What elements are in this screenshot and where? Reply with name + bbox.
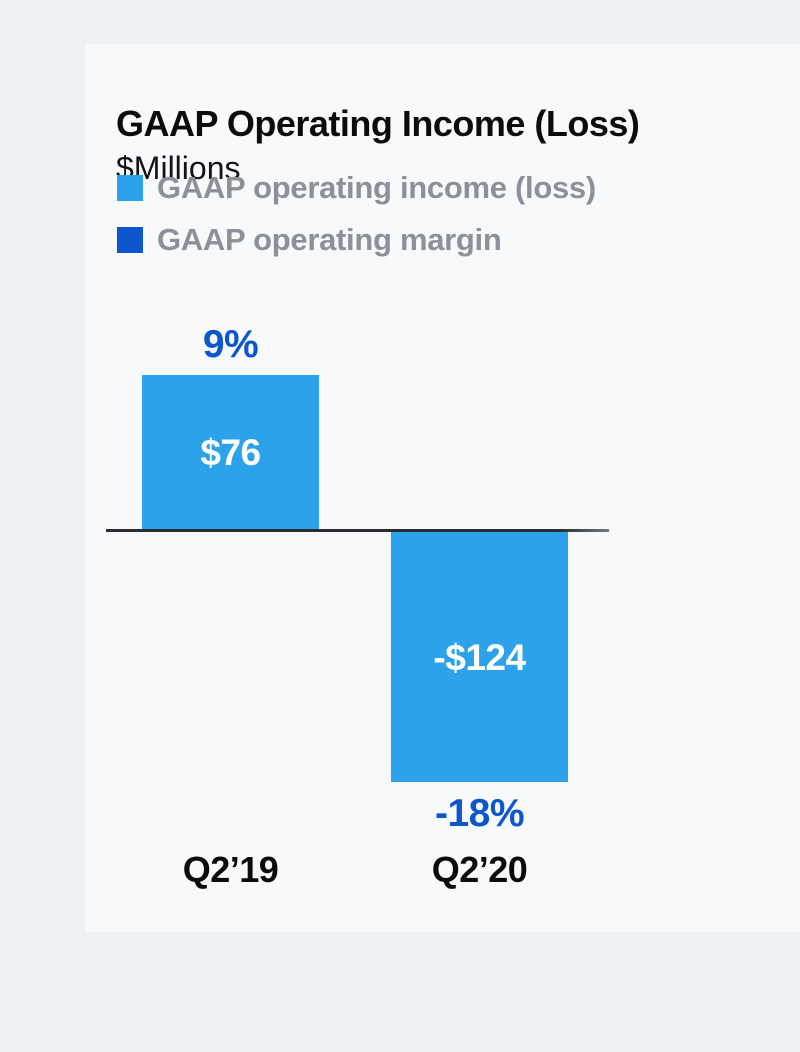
legend: GAAP operating income (loss) GAAP operat… bbox=[117, 172, 596, 276]
legend-label-margin: GAAP operating margin bbox=[157, 222, 502, 257]
category-label-q2-19: Q2’19 bbox=[182, 849, 279, 890]
bar-chart: $76 -$124 9% -18% Q2’19 Q2’20 bbox=[86, 44, 800, 932]
margin-label-q2-19: 9% bbox=[202, 323, 259, 366]
chart-title: GAAP Operating Income (Loss) bbox=[116, 103, 640, 144]
bar-value-label-q2-19: $76 bbox=[200, 431, 261, 473]
legend-label-income: GAAP operating income (loss) bbox=[157, 170, 596, 205]
bar-value-label-q2-20: -$124 bbox=[433, 636, 526, 678]
bar-q2-20: -$124 bbox=[391, 532, 568, 782]
x-axis-line bbox=[106, 529, 609, 532]
legend-swatch-margin bbox=[117, 226, 143, 253]
chart-card: GAAP Operating Income (Loss) $Millions G… bbox=[86, 44, 800, 932]
legend-item-income: GAAP operating income (loss) bbox=[117, 172, 596, 203]
category-label-q2-20: Q2’20 bbox=[431, 849, 528, 890]
bar-q2-19: $76 bbox=[142, 375, 319, 529]
legend-item-margin: GAAP operating margin bbox=[117, 224, 596, 255]
margin-label-q2-20: -18% bbox=[434, 792, 525, 835]
legend-swatch-income bbox=[117, 174, 143, 201]
